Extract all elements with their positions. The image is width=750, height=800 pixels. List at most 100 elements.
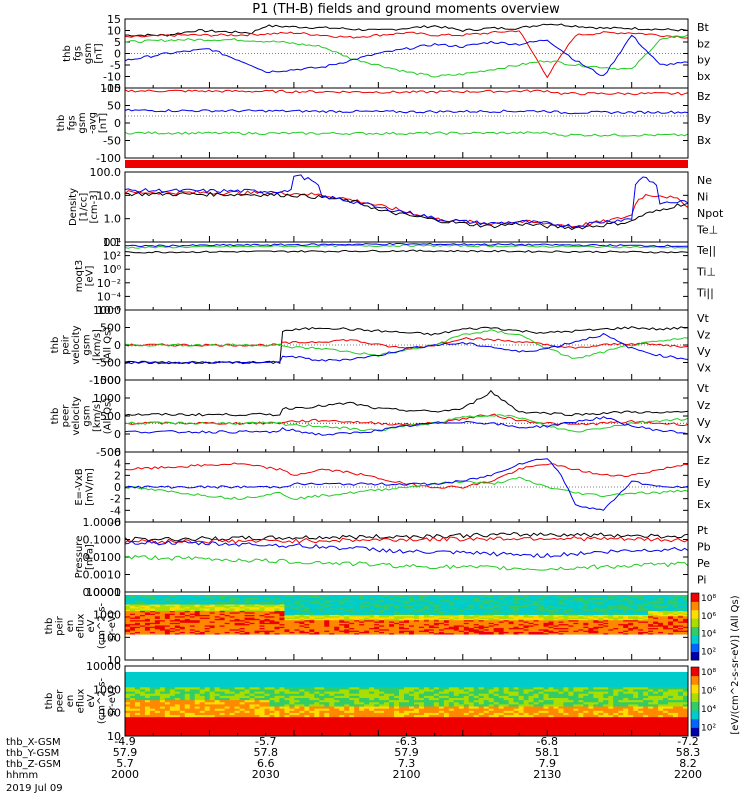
spectrogram-cell (473, 601, 480, 604)
spectrogram-cell (219, 614, 226, 617)
spectrogram-cell (154, 689, 161, 692)
spectrogram-cell (369, 614, 375, 617)
spectrogram-cell (174, 697, 181, 701)
spectrogram-cell (563, 596, 569, 599)
spectrogram-cell (274, 701, 280, 705)
spectrogram-cell (179, 596, 186, 599)
spectrogram-cell (269, 595, 275, 597)
spectrogram-cell (199, 708, 206, 711)
spectrogram-cell (224, 602, 231, 605)
spectrogram-cell (294, 697, 300, 701)
spectrogram-cell (134, 618, 141, 621)
spectrogram-cell (144, 630, 151, 632)
spectrogram-cell (179, 609, 186, 612)
spectrogram-cell (538, 610, 544, 613)
spectrogram-cell (259, 623, 265, 626)
spectrogram-cell (269, 600, 275, 602)
spectrogram-cell (254, 625, 260, 627)
spectrogram-cell (209, 608, 216, 610)
spectrogram-cell (638, 627, 644, 630)
spectrogram-cell (274, 733, 280, 737)
spectrogram-cell (234, 689, 240, 692)
spectrogram-cell (389, 606, 395, 609)
spectrogram-cell (249, 608, 255, 610)
spectrogram-cell (214, 725, 221, 728)
spectrogram-cell (678, 608, 684, 610)
spectrogram-cell (224, 678, 231, 681)
spectrogram-cell (254, 682, 260, 686)
spectrogram-cell (433, 621, 440, 623)
spectrogram-cell (583, 595, 589, 597)
spectrogram-cell (125, 598, 131, 601)
spectrogram-cell (269, 615, 275, 618)
spectrogram-cell (309, 631, 315, 634)
spectrogram-cell (448, 628, 455, 631)
spectrogram-cell (294, 674, 300, 677)
spectrogram-cell (144, 680, 151, 684)
spectrogram-cell (613, 608, 619, 610)
spectrogram-cell (608, 611, 614, 614)
spectrogram-cell (174, 597, 181, 600)
spectrogram-cell (269, 598, 275, 601)
spectrogram-cell (144, 704, 151, 707)
spectrogram-cell (244, 697, 250, 701)
spectrogram-cell (653, 606, 659, 609)
spectrogram-cell (319, 597, 325, 600)
spectrogram-cell (583, 600, 589, 602)
spectrogram-cell (324, 597, 330, 600)
spectrogram-cell (159, 610, 166, 613)
spectrogram-cell (553, 602, 559, 605)
spectrogram-cell (304, 680, 310, 684)
spectrogram-cell (194, 725, 201, 728)
spectrogram-cell (125, 686, 131, 690)
spectrogram-cell (279, 686, 285, 690)
spectrogram-cell (179, 706, 186, 709)
spectrogram-cell (618, 602, 624, 605)
spectrogram-cell (234, 701, 240, 705)
spectrogram-cell (284, 672, 290, 675)
ytick-label: -500 (96, 357, 121, 370)
spectrogram-cell (204, 693, 211, 696)
spectrogram-cell (269, 682, 275, 686)
spectrogram-cell (653, 627, 659, 630)
spectrogram-cell (413, 626, 420, 629)
spectrogram-cell (428, 601, 435, 604)
spectrogram-cell (673, 615, 679, 618)
spectrogram-cell (478, 613, 485, 615)
spectrogram-cell (379, 602, 385, 605)
spectrogram-cell (159, 627, 166, 630)
spectrogram-cell (418, 618, 425, 621)
spectrogram-cell (608, 614, 614, 617)
spectrogram-cell (154, 686, 161, 690)
figure-title: P1 (TH-B) fields and ground moments over… (252, 2, 560, 17)
ylabel-line: -avg (88, 112, 99, 134)
spectrogram-cell (369, 632, 375, 635)
spectrogram-cell (289, 630, 295, 632)
spectrogram-cell (189, 618, 196, 621)
spectrogram-cell (294, 614, 300, 617)
spectrogram-cell (294, 706, 300, 709)
spectrogram-cell (668, 597, 674, 600)
spectrogram-cell (149, 618, 156, 621)
spectrogram-cell (264, 604, 270, 606)
spectrogram-cell (309, 733, 315, 737)
spectrogram-cell (418, 609, 425, 612)
spectrogram-cell (443, 618, 450, 621)
spectrogram-cell (633, 600, 639, 602)
spectrogram-cell (219, 632, 226, 635)
spectrogram-cell (239, 626, 245, 629)
spectrogram-cell (598, 604, 604, 606)
spectrogram-cell (379, 596, 385, 599)
spectrogram-cell (344, 595, 350, 597)
spectrogram-cell (289, 678, 295, 681)
spectrogram-cell (428, 618, 435, 621)
spectrogram-cell (523, 622, 529, 625)
spectrogram-cell (149, 600, 156, 602)
spectrogram-cell (319, 621, 325, 623)
spectrogram-cell (189, 623, 196, 626)
spectrogram-cell (413, 611, 420, 614)
spectrogram-cell (179, 627, 186, 630)
spectrogram-cell (359, 622, 365, 625)
spectrogram-cell (234, 672, 240, 675)
spectrogram-cell (374, 611, 380, 614)
